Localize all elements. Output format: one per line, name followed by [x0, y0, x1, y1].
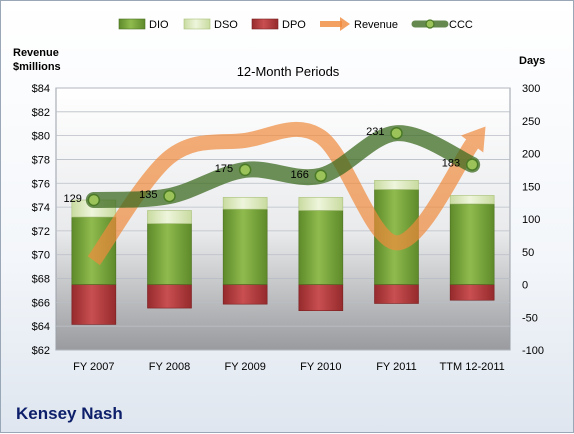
right-tick-label: -50 [522, 312, 538, 324]
right-tick-label: 300 [522, 83, 540, 95]
ccc-data-label: 129 [63, 193, 81, 205]
right-tick-label: 150 [522, 181, 540, 193]
legend: DIO DSO DPO Revenue CCC [118, 17, 473, 31]
bar-dio [147, 223, 192, 285]
legend-label-ccc: CCC [449, 19, 473, 31]
right-tick-label: 250 [522, 116, 540, 128]
right-axis-label: Days [519, 55, 545, 67]
right-axis: 300 250 200 150 100 50 0 -50 -100 [522, 83, 544, 357]
left-tick-label: $64 [32, 321, 50, 333]
left-tick-label: $82 [32, 107, 50, 119]
bar-dso [449, 195, 495, 205]
bar-dio [222, 208, 268, 285]
x-tick-label: FY 2011 [376, 361, 417, 373]
left-axis-label-line2: $millions [13, 61, 61, 73]
bar-dpo [222, 284, 268, 305]
legend-swatch-dso [183, 18, 211, 30]
bar-dso [298, 197, 344, 211]
bar-dso [374, 180, 419, 190]
x-tick-label: FY 2010 [300, 361, 341, 373]
x-tick-label: TTM 12-2011 [440, 361, 505, 373]
ccc-data-label: 166 [290, 169, 308, 181]
ccc-point [238, 163, 252, 177]
revenue-line [87, 121, 479, 266]
bar-dpo [71, 284, 117, 325]
ccc-data-label: 175 [215, 163, 233, 175]
chart-title: 12-Month Periods [237, 64, 340, 79]
right-tick-label: 0 [522, 280, 528, 292]
ccc-point [163, 189, 176, 203]
left-tick-label: $80 [32, 131, 50, 143]
bar-dso [222, 197, 268, 210]
x-tick-label: FY 2009 [224, 361, 265, 373]
legend-arrow-icon [340, 17, 350, 31]
lines-group: 129 135 175 166 231 183 [63, 121, 486, 266]
left-tick-label: $78 [32, 154, 50, 166]
ccc-point [314, 169, 328, 183]
bar-dpo [298, 284, 344, 312]
left-tick-label: $76 [32, 178, 50, 190]
revenue-arrowhead [461, 126, 486, 153]
ccc-point [390, 126, 403, 140]
ccc-data-label: 231 [366, 126, 384, 138]
left-tick-label: $68 [32, 274, 50, 286]
legend-label-dso: DSO [214, 19, 238, 31]
ccc-point [87, 193, 101, 207]
left-tick-label: $84 [32, 83, 50, 95]
x-tick-label: FY 2007 [73, 361, 114, 373]
ccc-data-label: 135 [139, 189, 157, 201]
right-tick-label: 50 [522, 247, 534, 259]
x-tick-label: FY 2008 [149, 361, 190, 373]
ccc-data-label: 183 [442, 158, 460, 170]
right-tick-label: -100 [522, 345, 544, 357]
bar-dso [147, 210, 192, 224]
left-tick-label: $74 [32, 202, 50, 214]
bar-dpo [147, 284, 192, 309]
bar-dpo [374, 284, 419, 304]
ccc-point [465, 158, 479, 171]
left-tick-label: $66 [32, 297, 50, 309]
bar-dio [449, 203, 495, 285]
bar-dio [298, 210, 344, 285]
left-axis-label-line1: Revenue [13, 47, 59, 59]
x-axis: FY 2007 FY 2008 FY 2009 FY 2010 FY 2011 TTM 1… [73, 361, 505, 373]
company-name: Kensey Nash [16, 404, 123, 423]
legend-swatch-dpo [251, 18, 279, 30]
legend-ccc-point [425, 19, 435, 29]
bar-dpo [449, 284, 495, 301]
left-axis: $84 $82 $80 $78 $76 $74 $72 $70 $68 $66 $64 $62 [32, 83, 50, 357]
right-tick-label: 200 [522, 149, 540, 161]
legend-label-revenue: Revenue [354, 19, 398, 31]
left-tick-label: $72 [32, 226, 50, 238]
legend-label-dio: DIO [149, 19, 169, 31]
left-tick-label: $70 [32, 250, 50, 262]
legend-swatch-dio [118, 18, 146, 30]
right-tick-label: 100 [522, 214, 540, 226]
left-tick-label: $62 [32, 345, 50, 357]
legend-label-dpo: DPO [282, 19, 306, 31]
